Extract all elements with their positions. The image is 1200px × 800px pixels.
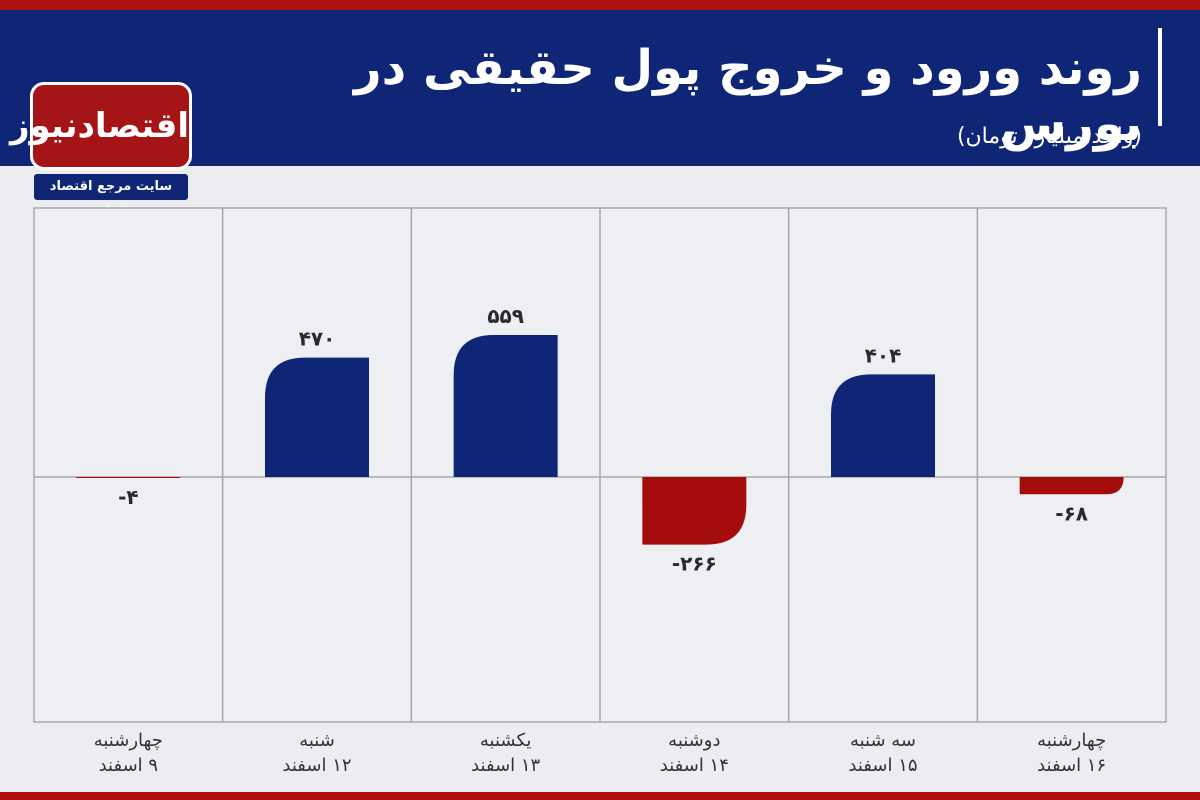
bar bbox=[76, 477, 181, 479]
x-tick-date: ۱۵ اسفند bbox=[848, 755, 917, 776]
data-label: ۴۰۴ bbox=[865, 343, 902, 367]
bottom-stripe bbox=[0, 792, 1200, 800]
x-tick-day: سه شنبه bbox=[850, 730, 916, 751]
x-tick-day: یکشنبه bbox=[480, 730, 532, 751]
x-tick-day: دوشنبه bbox=[668, 730, 720, 751]
x-tick-date: ۱۶ اسفند bbox=[1037, 755, 1106, 776]
data-label: -۶۸ bbox=[1055, 501, 1088, 525]
data-label: -۴ bbox=[118, 485, 139, 509]
x-tick-day: شنبه bbox=[299, 730, 335, 751]
chart-title: روند ورود و خروج پول حقیقی در بورس bbox=[353, 40, 1142, 152]
header-banner: روند ورود و خروج پول حقیقی در بورس (واحد… bbox=[0, 10, 1200, 166]
data-label: ۵۵۹ bbox=[487, 304, 524, 328]
bar bbox=[1019, 477, 1124, 495]
x-tick-date: ۹ اسفند bbox=[99, 755, 158, 776]
bar bbox=[453, 335, 558, 477]
x-tick-date: ۱۳ اسفند bbox=[471, 755, 540, 776]
x-tick-day: چهارشنبه bbox=[1037, 730, 1106, 751]
bar bbox=[265, 357, 369, 477]
header-separator bbox=[1158, 28, 1162, 126]
bar bbox=[642, 477, 747, 545]
site-logo: اقتصادنیوز bbox=[10, 82, 192, 170]
data-label: ۴۷۰ bbox=[299, 327, 336, 351]
top-stripe bbox=[0, 0, 1200, 10]
x-tick-day: چهارشنبه bbox=[94, 730, 163, 751]
bar bbox=[831, 374, 935, 477]
x-tick-date: ۱۲ اسفند bbox=[282, 755, 351, 776]
chart-unit: (واحد:میلیارد تومان) bbox=[956, 124, 1142, 149]
x-tick-date: ۱۴ اسفند bbox=[660, 755, 729, 776]
data-label: -۲۶۶ bbox=[672, 552, 717, 576]
